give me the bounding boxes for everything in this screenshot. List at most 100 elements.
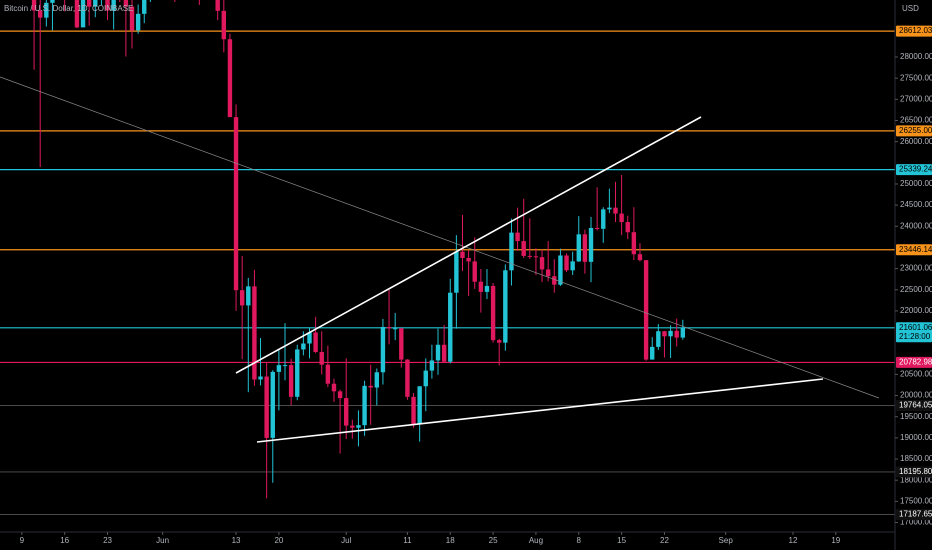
level-label: 20782.98 [899, 358, 932, 367]
candle-body [386, 327, 392, 329]
candle-body [509, 232, 514, 271]
candle-body [356, 425, 361, 428]
level-badge [896, 244, 932, 256]
y-tick-label: 20000.00 [900, 391, 932, 400]
y-tick-label: 17500.00 [900, 496, 932, 505]
candle-body [135, 13, 141, 31]
candle-body [650, 346, 655, 360]
candle-body [503, 270, 508, 343]
candle-body [129, 6, 135, 31]
x-tick-label: 20 [274, 536, 283, 545]
x-tick-label: 8 [577, 536, 582, 545]
y-tick-label: 20500.00 [900, 370, 932, 379]
trend-line [256, 378, 824, 443]
levels [0, 30, 895, 515]
chart-title: Bitcoin / U.S. Dollar, 1D, COINBASE [4, 4, 133, 13]
y-tick-label: 26000.00 [900, 137, 932, 146]
y-tick-label: 26500.00 [900, 116, 932, 125]
candle-body [399, 328, 404, 360]
x-tick-label: Jul [341, 536, 351, 545]
candle-body [392, 328, 398, 330]
candle-body [552, 276, 557, 285]
level-badge [896, 400, 932, 412]
x-tick-label: 13 [232, 536, 241, 545]
level-label: 26255.00 [899, 126, 932, 135]
x-tick-label: 12 [789, 536, 798, 545]
candle-body [80, 0, 86, 28]
candle-body [582, 234, 588, 262]
candle-body [215, 0, 220, 11]
candle-body [539, 257, 545, 270]
level-label: 19764.05 [899, 401, 932, 410]
x-tick-label: 23 [103, 536, 112, 545]
x-tick-label: 19 [831, 536, 840, 545]
candle-body [460, 251, 465, 259]
candle-body [607, 207, 612, 210]
candle-body [246, 286, 251, 306]
candle-body [350, 425, 355, 428]
candle-body [270, 371, 275, 438]
candle-body [668, 330, 673, 337]
x-tick-label: 16 [60, 536, 69, 545]
y-tick-label: 22000.00 [900, 306, 932, 315]
candle-body [631, 232, 637, 255]
candle-body [515, 232, 520, 242]
candle-body [521, 241, 526, 256]
candle-body [50, 0, 55, 3]
level-badge [896, 322, 932, 343]
level-label: 17187.65 [899, 510, 932, 519]
candle-body [429, 360, 435, 371]
candle-body [576, 234, 581, 262]
y-tick-label: 17000.00 [900, 518, 932, 527]
candle-body [662, 331, 667, 337]
y-tick-label: 24000.00 [900, 221, 932, 230]
candle-body [656, 331, 661, 347]
level-label: 28612.03 [899, 26, 932, 35]
candle-body [252, 286, 257, 380]
candle-body [619, 213, 624, 223]
candle-body [411, 396, 416, 424]
level-badge [896, 164, 932, 176]
candle-body [221, 10, 227, 40]
candle-body [307, 332, 312, 344]
candle-body [564, 255, 569, 271]
candle-body [478, 281, 484, 292]
level-badge [896, 125, 932, 137]
x-tick-label: 22 [660, 536, 669, 545]
candle-body [239, 290, 245, 306]
level-badge [896, 509, 932, 521]
y-tick-label: 18500.00 [900, 454, 932, 463]
axes: 17000.00 17500.00 18000.00 18500.00 19000.00… [20, 25, 932, 545]
level-label: 18195.80 [899, 467, 932, 476]
candle-body [588, 227, 594, 262]
candle-body [93, 0, 98, 7]
level-label: 25339.24 [899, 165, 932, 174]
candle-body [423, 370, 428, 387]
y-tick-label: 27500.00 [900, 73, 932, 82]
candle-body [570, 261, 575, 271]
candle-body [258, 376, 263, 380]
candle-body [313, 332, 318, 352]
trend-line [235, 116, 702, 374]
candle-body [380, 327, 386, 373]
candle-body [466, 258, 471, 262]
level-label: 21601.06 [899, 323, 932, 332]
candle-body [545, 269, 551, 277]
x-tick-label: Sep [719, 536, 734, 545]
candle-body [625, 222, 630, 233]
level-label: 23446.14 [899, 245, 932, 254]
candle-body [558, 255, 563, 285]
candle-body [435, 344, 441, 361]
candle-body [680, 327, 686, 338]
candle-body [44, 2, 49, 18]
candle-body [527, 255, 533, 257]
candle-body [31, 0, 37, 11]
candle-body [643, 260, 649, 360]
candle-body [301, 343, 306, 350]
countdown-label: 21:28:00 [899, 332, 931, 341]
level-badge [896, 466, 932, 478]
candle-body [448, 292, 453, 362]
x-tick-label: 15 [617, 536, 626, 545]
y-tick-label: 18000.00 [900, 475, 932, 484]
x-tick-label: 11 [403, 536, 412, 545]
